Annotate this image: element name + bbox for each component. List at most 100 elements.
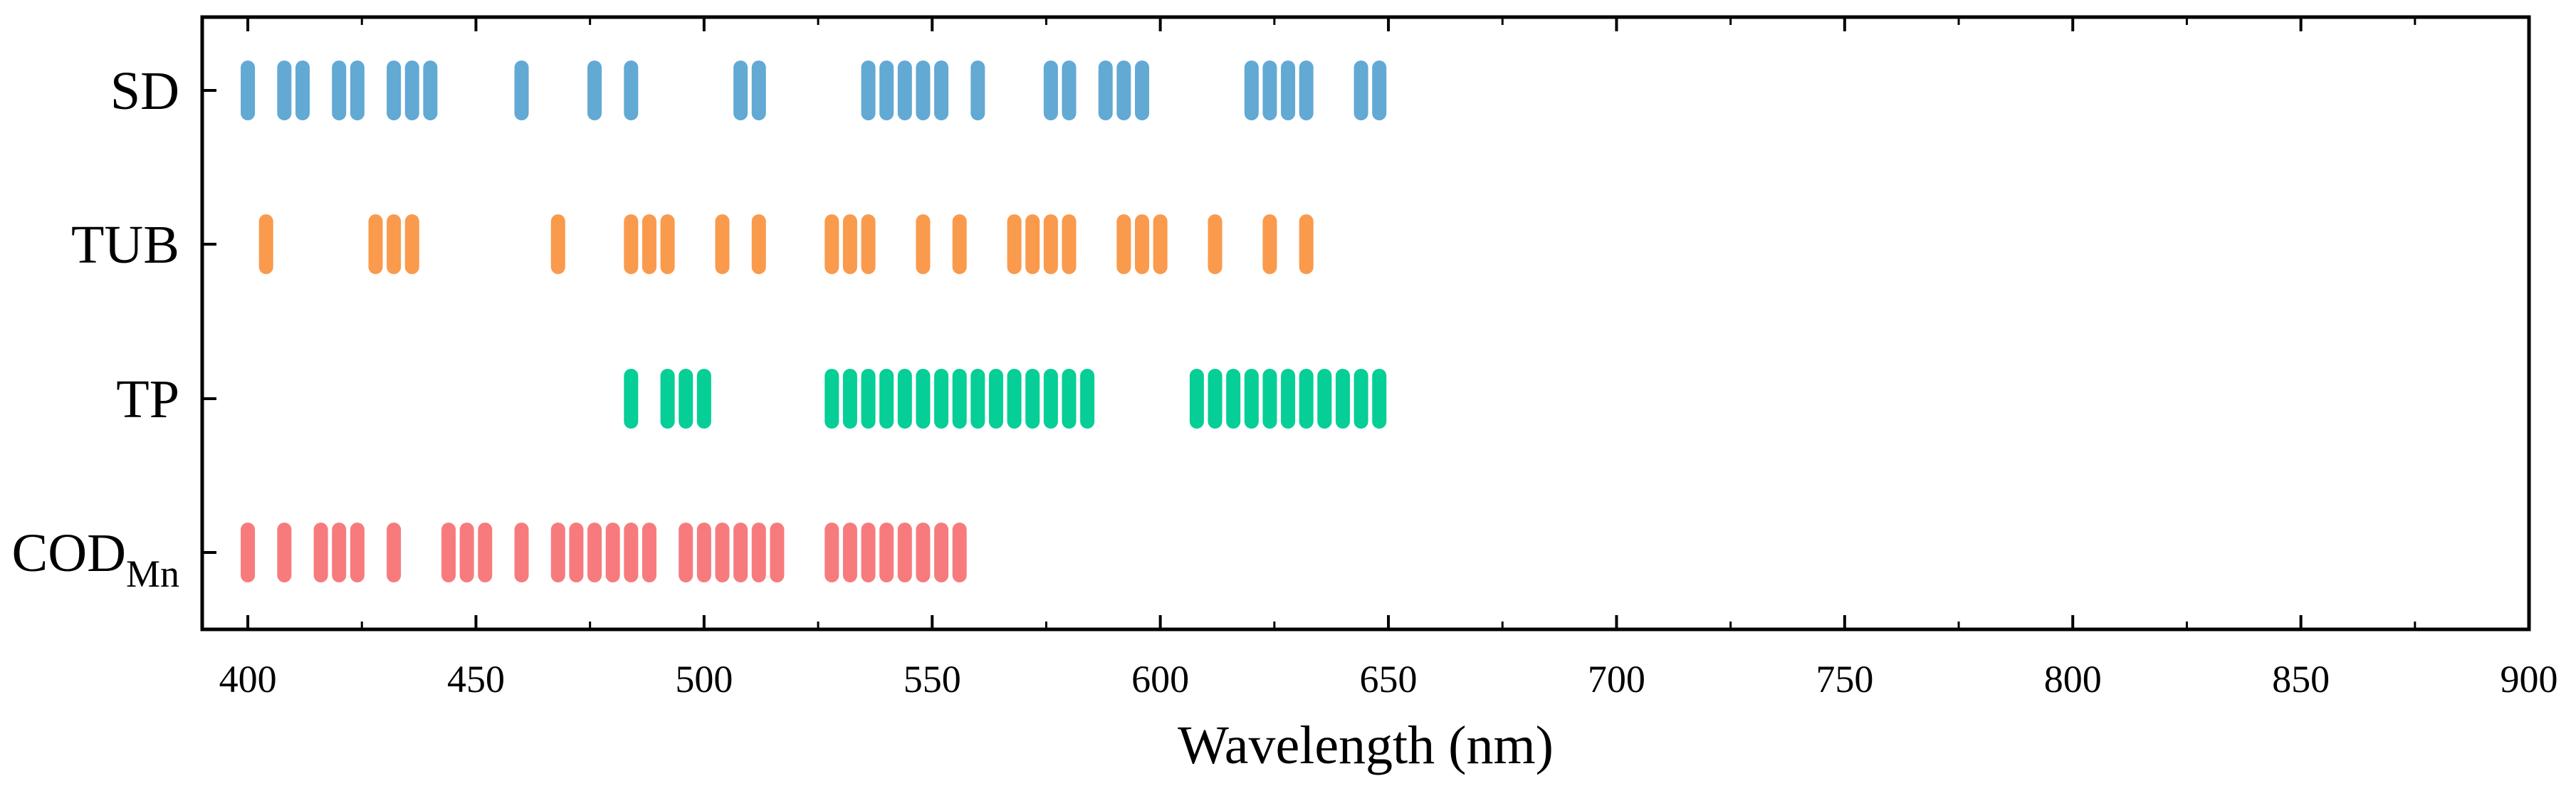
data-point-TP [1244,369,1259,429]
data-point-TUB [1007,214,1022,274]
data-point-TP [1043,369,1058,429]
data-point-SD [1062,61,1077,120]
y-tick-label-main: TP [116,370,179,429]
data-point-TP [916,369,931,429]
data-point-TP [1226,369,1241,429]
data-point-CODMn [441,523,456,582]
y-tick-label: SD [110,61,179,121]
data-point-TUB [258,214,273,274]
data-point-SD [879,61,894,120]
data-point-SD [624,61,639,120]
data-point-SD [733,61,748,120]
data-point-TP [679,369,693,429]
data-point-TUB [916,214,931,274]
data-point-SD [934,61,949,120]
data-point-CODMn [478,523,493,582]
data-point-CODMn [751,523,766,582]
data-point-SD [423,61,438,120]
data-point-CODMn [770,523,785,582]
data-point-SD [1354,61,1368,120]
data-point-SD [404,61,419,120]
x-tick-labels: 400 450 500 550 600 650 700 750 800 850 900 [219,658,2558,701]
data-point-CODMn [550,523,565,582]
data-point-TP [1354,369,1368,429]
y-tick-label-main: SD [110,61,179,121]
x-tick-label: 550 [904,658,961,701]
data-point-TP [842,369,857,429]
data-point-TUB [642,214,656,274]
data-point-TP [696,369,711,429]
x-tick-label: 800 [2044,658,2102,701]
data-point-TP [1189,369,1204,429]
data-point-SD [751,61,766,120]
data-point-TUB [1299,214,1314,274]
data-point-TP [1262,369,1277,429]
x-tick-label: 900 [2501,658,2558,701]
data-point-TP [970,369,985,429]
data-point-SD [861,61,876,120]
data-point-TUB [861,214,876,274]
data-point-SD [1262,61,1277,120]
data-point-CODMn [696,523,711,582]
x-tick-label: 500 [675,658,733,701]
data-point-SD [350,61,365,120]
data-point-TP [988,369,1003,429]
y-tick-label: TP [116,370,179,429]
data-point-SD [1135,61,1150,120]
data-point-CODMn [313,523,328,582]
data-point-TP [1025,369,1040,429]
data-point-SD [1281,61,1296,120]
data-point-CODMn [879,523,894,582]
data-point-CODMn [642,523,656,582]
data-point-TP [1335,369,1350,429]
data-point-CODMn [824,523,839,582]
data-point-TUB [550,214,565,274]
x-tick-label: 750 [1816,658,1873,701]
data-point-CODMn [241,523,256,582]
data-point-SD [1299,61,1314,120]
data-point-CODMn [514,523,529,582]
tick-marks [202,17,2530,629]
data-point-TUB [715,214,730,274]
data-point-CODMn [679,523,693,582]
data-point-CODMn [277,523,292,582]
data-point-SD [514,61,529,120]
data-point-TUB [404,214,419,274]
x-tick-label: 650 [1360,658,1418,701]
y-tick-label: CODMn [12,523,179,595]
data-point-SD [277,61,292,120]
data-point-CODMn [952,523,967,582]
data-point-SD [387,61,402,120]
data-point-TUB [1153,214,1168,274]
data-point-CODMn [387,523,402,582]
x-tick-label: 450 [447,658,505,701]
data-point-SD [295,61,310,120]
data-point-SD [1098,61,1113,120]
data-point-TUB [624,214,639,274]
plot-frame [200,15,2531,632]
data-point-CODMn [459,523,474,582]
x-tick-label: 600 [1131,658,1189,701]
y-tick-label-main: TUB [71,215,179,275]
data-point-TP [824,369,839,429]
data-point-TP [1317,369,1332,429]
data-point-TUB [387,214,402,274]
x-tick-label: 850 [2272,658,2330,701]
y-tick-label: TUB [71,215,179,275]
x-tick-label: 700 [1588,658,1645,701]
data-point-CODMn [733,523,748,582]
data-point-SD [241,61,256,120]
data-point-TP [897,369,912,429]
data-point-CODMn [842,523,857,582]
data-point-CODMn [350,523,365,582]
data-point-SD [587,61,602,120]
data-point-CODMn [569,523,584,582]
data-point-SD [897,61,912,120]
data-point-CODMn [861,523,876,582]
y-tick-label-main: COD [12,523,126,583]
data-point-CODMn [605,523,620,582]
data-point-TUB [660,214,675,274]
data-point-TUB [952,214,967,274]
data-point-TP [934,369,949,429]
